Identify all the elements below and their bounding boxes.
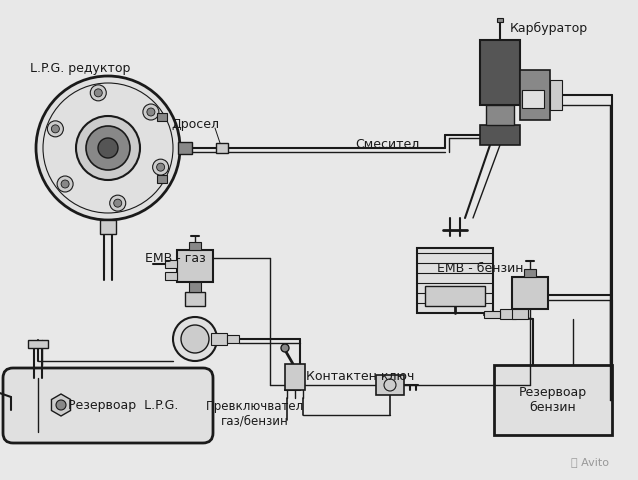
Circle shape — [181, 325, 209, 353]
Text: Ⓐ Avito: Ⓐ Avito — [571, 457, 609, 467]
Bar — [484, 311, 500, 318]
Text: L.P.G. редуктор: L.P.G. редуктор — [30, 62, 130, 75]
Bar — [486, 105, 514, 125]
Text: Смесител: Смесител — [355, 138, 419, 151]
Bar — [185, 292, 205, 306]
Circle shape — [152, 159, 168, 175]
FancyBboxPatch shape — [3, 368, 213, 443]
Polygon shape — [52, 394, 71, 416]
Circle shape — [56, 400, 66, 410]
Bar — [100, 220, 116, 234]
Bar — [157, 175, 167, 183]
Bar — [494, 365, 612, 435]
Text: Резервоар  L.P.G.: Резервоар L.P.G. — [68, 398, 178, 411]
Bar — [285, 364, 305, 390]
Bar — [425, 286, 485, 306]
Bar — [211, 333, 227, 345]
Bar — [480, 125, 520, 145]
Text: Карбуратор: Карбуратор — [510, 22, 588, 35]
Bar — [497, 18, 503, 22]
Bar — [189, 282, 201, 292]
Circle shape — [57, 176, 73, 192]
Circle shape — [173, 317, 217, 361]
Circle shape — [110, 195, 126, 211]
Bar — [512, 277, 548, 309]
Text: Дросел: Дросел — [171, 118, 219, 131]
Bar — [550, 80, 562, 110]
Bar — [417, 248, 493, 313]
Circle shape — [47, 121, 63, 137]
Bar — [480, 40, 520, 105]
Bar — [157, 113, 167, 121]
Bar — [216, 143, 228, 153]
Text: ЕМВ - газ: ЕМВ - газ — [145, 252, 205, 265]
Bar — [524, 269, 536, 277]
Bar — [376, 375, 404, 395]
Circle shape — [90, 85, 107, 101]
Circle shape — [43, 83, 173, 213]
Circle shape — [147, 108, 155, 116]
Text: Резервоар
бензин: Резервоар бензин — [519, 386, 587, 414]
Circle shape — [143, 104, 159, 120]
Circle shape — [281, 344, 289, 352]
Text: Превключватeл
газ/бензин: Превключватeл газ/бензин — [206, 400, 304, 428]
Text: ЕМВ - бензин: ЕМВ - бензин — [437, 262, 523, 275]
Circle shape — [114, 199, 122, 207]
Bar — [227, 335, 239, 343]
Circle shape — [52, 125, 59, 133]
Circle shape — [98, 138, 118, 158]
Bar — [177, 250, 213, 282]
Circle shape — [61, 180, 69, 188]
Bar — [520, 70, 550, 120]
Bar — [178, 142, 192, 154]
Bar — [512, 309, 528, 319]
Circle shape — [76, 116, 140, 180]
Circle shape — [156, 163, 165, 171]
Bar — [189, 242, 201, 250]
Bar — [522, 90, 544, 108]
Bar — [28, 340, 48, 348]
Circle shape — [36, 76, 180, 220]
Bar — [165, 260, 177, 268]
Bar — [165, 272, 177, 280]
Circle shape — [94, 89, 102, 97]
Circle shape — [384, 379, 396, 391]
Circle shape — [86, 126, 130, 170]
Bar — [500, 309, 516, 319]
Text: Контактен ключ: Контактен ключ — [306, 370, 414, 383]
